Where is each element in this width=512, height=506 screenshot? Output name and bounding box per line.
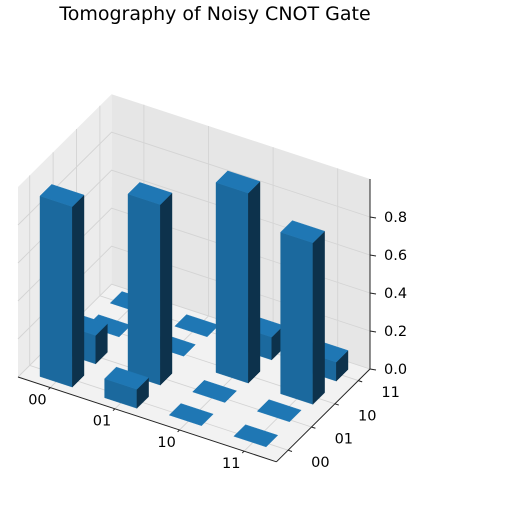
y-tick xyxy=(334,403,339,406)
y-tick-label: 00 xyxy=(311,455,329,471)
z-tick xyxy=(369,292,377,295)
x-tick xyxy=(112,408,116,412)
z-tick-label: 0.6 xyxy=(384,248,407,264)
y-tick-label: 11 xyxy=(381,385,399,401)
z-tick xyxy=(369,368,377,371)
y-tick xyxy=(358,380,363,383)
x-tick-label: 01 xyxy=(93,414,111,430)
chart-title: Tomography of Noisy CNOT Gate xyxy=(59,3,371,25)
bar-11-01 xyxy=(256,399,302,423)
x-tick xyxy=(241,450,245,454)
z-tick-label: 0.8 xyxy=(384,210,407,226)
y-axis-line xyxy=(276,368,371,463)
x-tick-label: 00 xyxy=(28,392,46,408)
bar-01-01 xyxy=(127,182,173,386)
y-tick-label: 01 xyxy=(335,432,353,448)
z-tick xyxy=(369,330,377,333)
x-axis-line xyxy=(17,376,277,463)
tick-labels: 00 00 01 01 10 10 11 11 0.0 0.2 0.4 0.6 0.8 xyxy=(28,210,407,472)
x-tick-label: 11 xyxy=(222,456,240,472)
bar-10-10 xyxy=(215,170,261,384)
x-tick xyxy=(48,387,51,390)
x-tick-label: 10 xyxy=(157,435,175,451)
axes-lines xyxy=(17,179,377,463)
bar-10-00 xyxy=(168,403,214,426)
z-tick-label: 0.2 xyxy=(384,324,407,340)
y-tick xyxy=(287,449,293,452)
bar-11-00 xyxy=(233,424,279,448)
bar-10-01 xyxy=(192,380,237,403)
y-tick-label: 10 xyxy=(358,408,376,424)
bar-00-00 xyxy=(39,184,85,388)
z-tick xyxy=(369,254,377,257)
y-tick xyxy=(311,426,316,429)
bar-11-10 xyxy=(280,220,325,405)
x-tick xyxy=(177,429,180,433)
z-tick-label: 0.4 xyxy=(384,286,407,302)
z-tick-label: 0.0 xyxy=(384,362,407,378)
bar-01-00 xyxy=(104,366,149,409)
bars-group xyxy=(39,170,349,448)
z-tick xyxy=(369,216,377,219)
